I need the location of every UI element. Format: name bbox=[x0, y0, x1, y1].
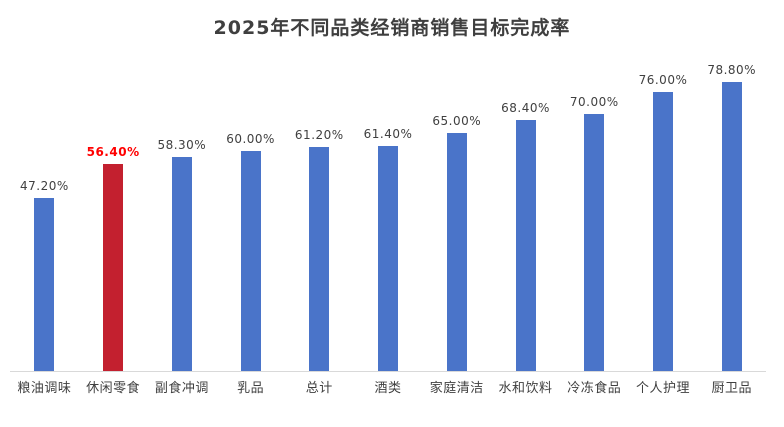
category-label: 乳品 bbox=[237, 381, 265, 396]
data-label: 78.80% bbox=[707, 63, 757, 77]
bar-column: 56.40% bbox=[79, 41, 148, 371]
bar bbox=[240, 151, 261, 371]
plot-area: 47.20% 56.40% 58.30% 60.00% 61.20% 61.40% 65.0… bbox=[10, 41, 766, 371]
category-label: 休闲零食 bbox=[86, 381, 141, 396]
category-label: 厨卫品 bbox=[711, 381, 752, 396]
bar-column: 78.80% bbox=[697, 41, 766, 371]
data-label: 68.40% bbox=[501, 101, 550, 115]
category-label: 个人护理 bbox=[635, 381, 690, 396]
bar bbox=[171, 157, 192, 371]
bar-column: 68.40% bbox=[491, 41, 560, 371]
bar-column: 61.40% bbox=[354, 41, 423, 371]
data-label: 76.00% bbox=[638, 73, 688, 87]
category-label: 副食冲调 bbox=[154, 381, 209, 396]
bar-column: 60.00% bbox=[216, 41, 285, 371]
bar bbox=[309, 147, 330, 371]
bar bbox=[34, 198, 55, 371]
data-label: 65.00% bbox=[432, 114, 482, 128]
category-label: 粮油调味 bbox=[17, 381, 72, 396]
category-label: 水和饮料 bbox=[498, 381, 553, 396]
bar bbox=[515, 120, 536, 371]
data-label: 58.30% bbox=[157, 138, 207, 152]
bar-column: 61.20% bbox=[285, 41, 354, 371]
bar-column: 76.00% bbox=[629, 41, 698, 371]
bar bbox=[721, 82, 742, 371]
bar bbox=[378, 146, 399, 371]
category-label: 冷冻食品 bbox=[567, 381, 622, 396]
bar-column: 65.00% bbox=[422, 41, 491, 371]
data-label: 60.00% bbox=[226, 132, 275, 146]
data-label: 56.40% bbox=[86, 145, 140, 159]
data-label: 70.00% bbox=[569, 95, 619, 109]
category-label: 家庭清洁 bbox=[429, 381, 484, 396]
category-label: 酒类 bbox=[374, 381, 402, 396]
data-label: 47.20% bbox=[19, 179, 69, 193]
category-label: 总计 bbox=[305, 381, 333, 396]
bar-column: 47.20% bbox=[10, 41, 79, 371]
data-label: 61.40% bbox=[363, 127, 413, 141]
x-axis-labels: 粮油调味 休闲零食 副食冲调 乳品 总计 酒类 家庭清洁 水和饮料 冷冻食品 个人护理 厨卫品 bbox=[10, 377, 766, 396]
bar-column: 58.30% bbox=[147, 41, 216, 371]
chart-title: 2025年不同品类经销商销售目标完成率 bbox=[213, 17, 571, 39]
data-label: 61.20% bbox=[294, 128, 344, 142]
highlighted-bar bbox=[103, 164, 124, 371]
x-axis-line bbox=[10, 371, 766, 372]
bar-column: 70.00% bbox=[560, 41, 629, 371]
bar bbox=[652, 92, 673, 371]
bar bbox=[446, 133, 467, 371]
bar bbox=[584, 114, 605, 371]
